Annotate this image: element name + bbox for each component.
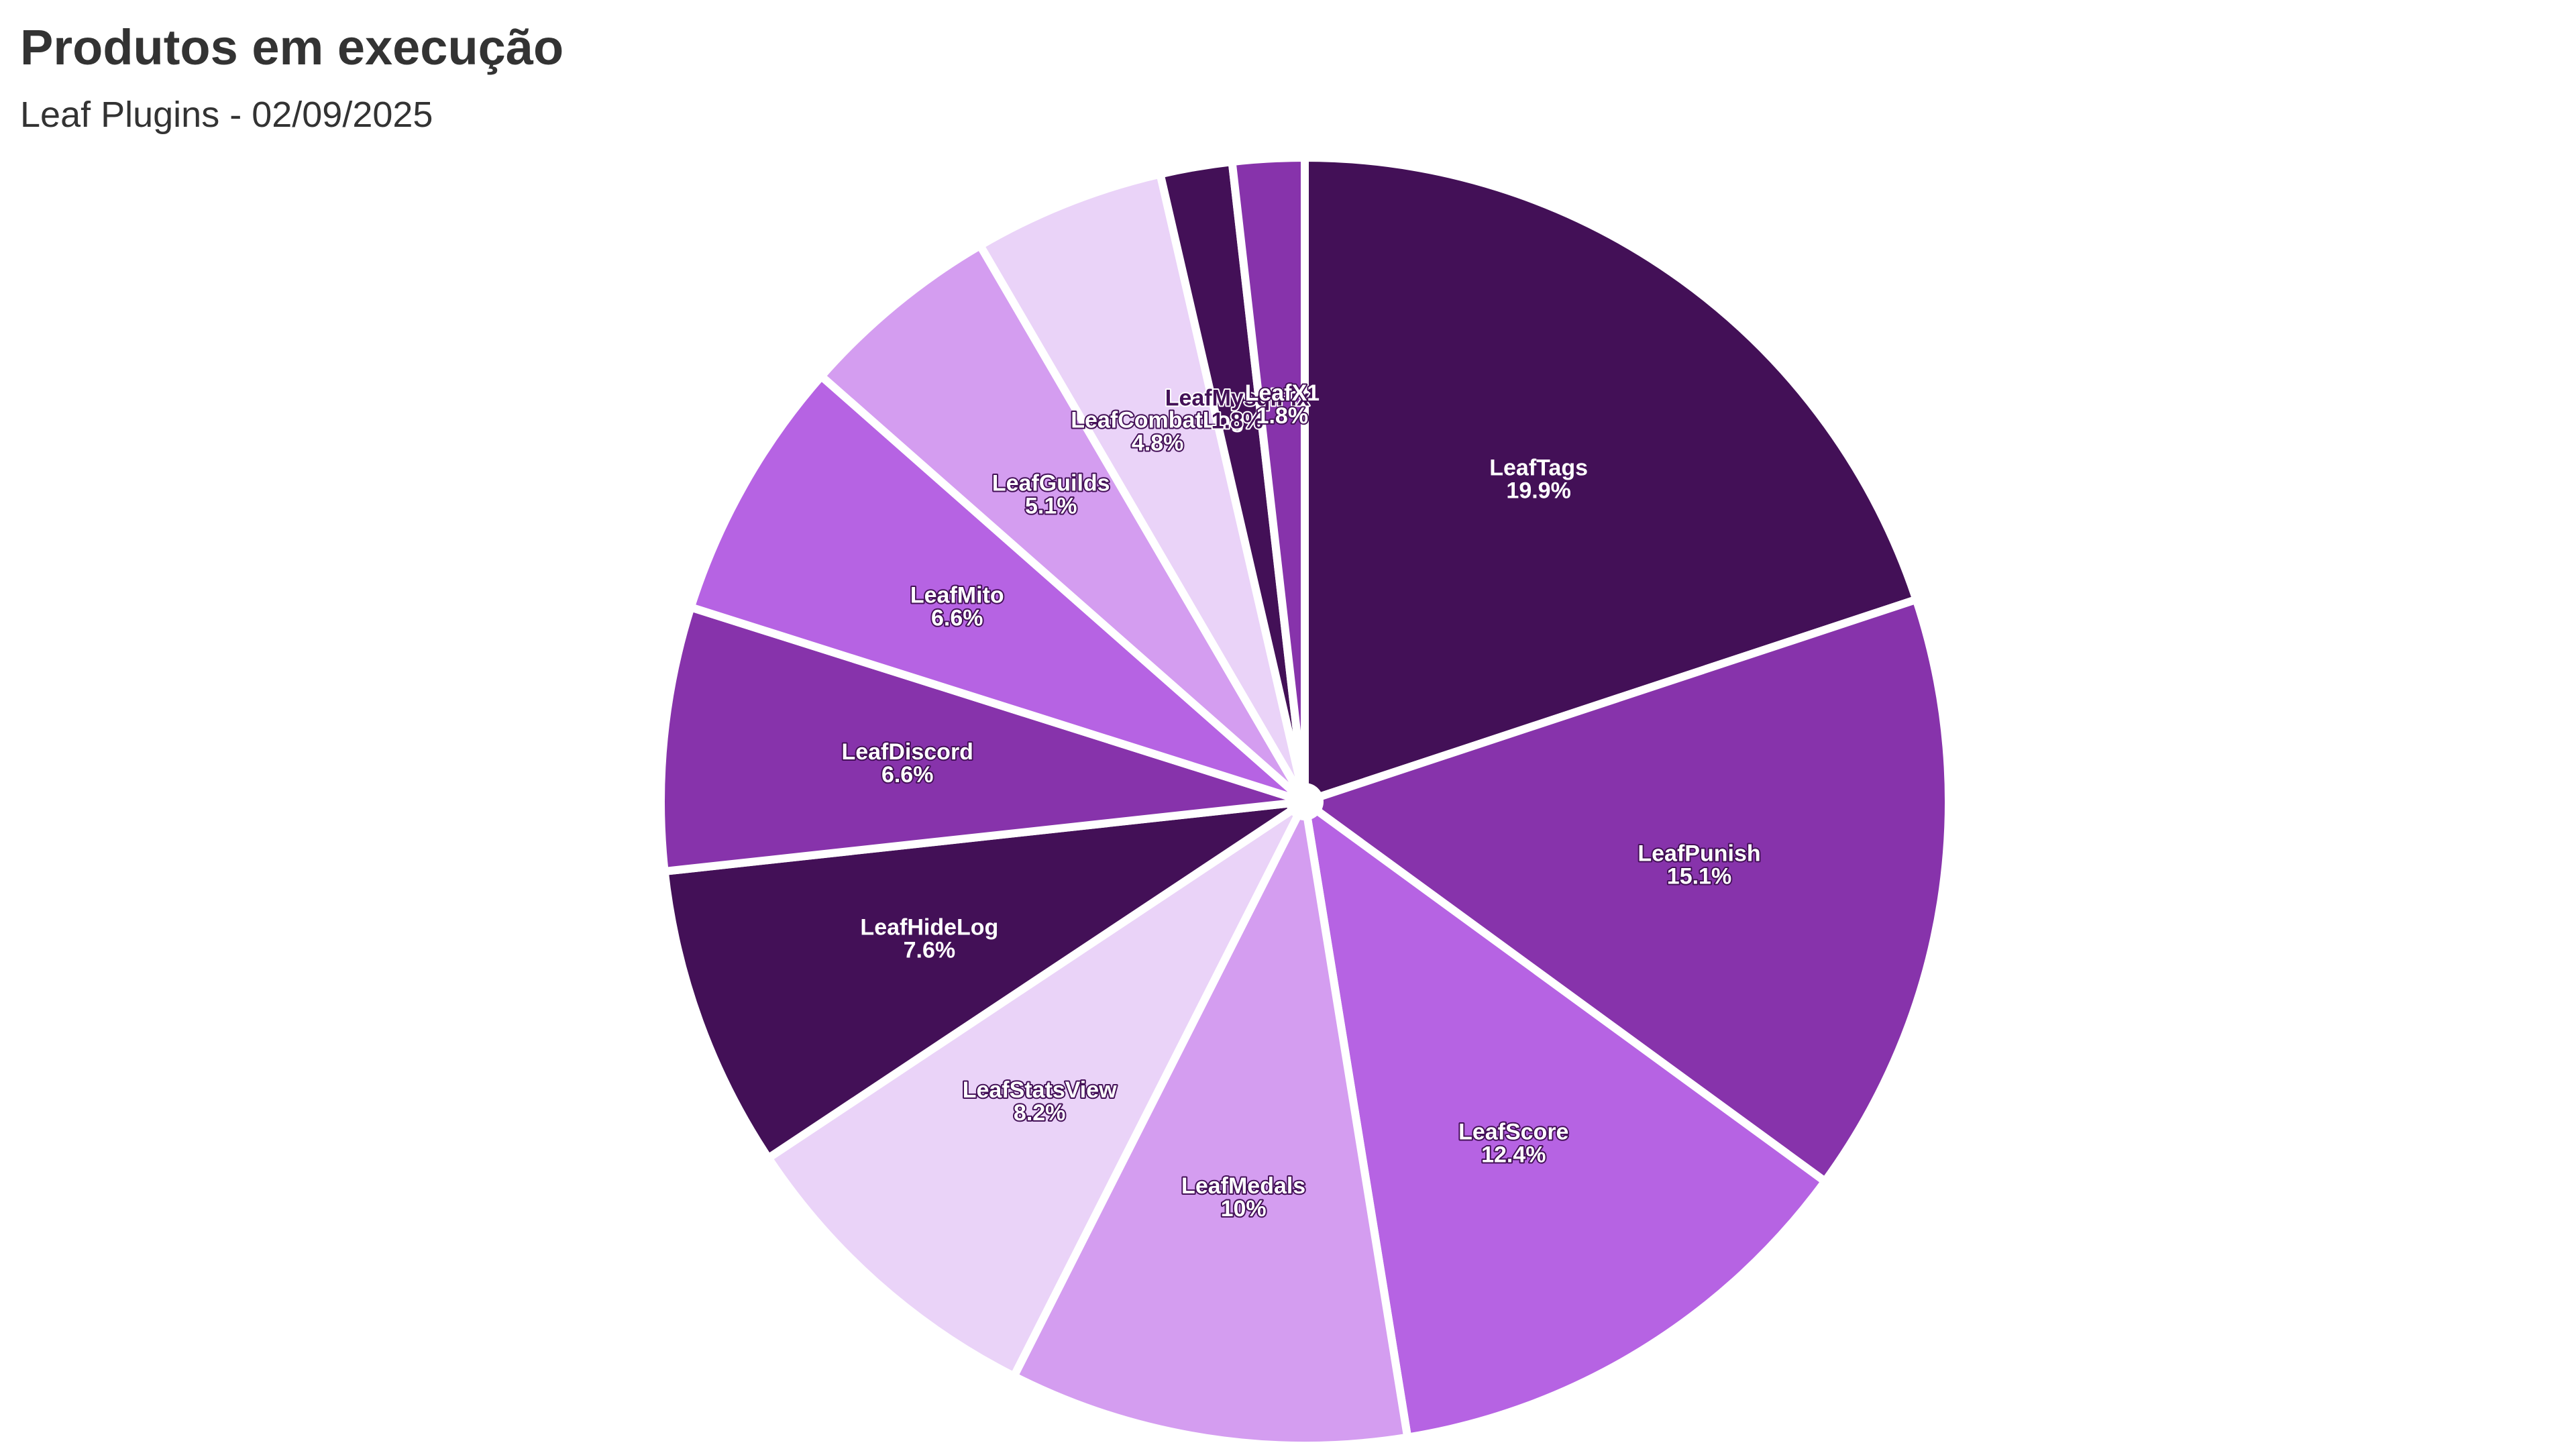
pie-slice-leafmedals xyxy=(1010,798,1412,1449)
slice-label-leafx1: LeafX1 xyxy=(1245,380,1320,406)
slice-label-leafpunish: LeafPunish xyxy=(1638,841,1760,866)
slice-value-leafmysqlfix: 1.8% xyxy=(1212,408,1264,433)
slice-value-leafguilds: 5.1% xyxy=(1025,493,1077,519)
chart-title: Produtos em execução xyxy=(20,19,564,75)
pie-slice-leafx1 xyxy=(1228,154,1309,806)
slice-value-leafstatsview: 8.2% xyxy=(1014,1100,1066,1126)
slice-label-leafmysqlfix: LeafMysqlFix xyxy=(1165,385,1309,411)
pie-slice-leafpunish xyxy=(1301,595,1953,1185)
slice-value-leafpunish: 15.1% xyxy=(1667,863,1731,889)
slice-label-leafmito: LeafMito xyxy=(910,582,1004,608)
slice-value-leafhidelog: 7.6% xyxy=(904,938,956,963)
slice-label-leafguilds: LeafGuilds xyxy=(992,470,1110,496)
slice-label-leafdiscord: LeafDiscord xyxy=(841,739,973,765)
pie-slice-leafmito xyxy=(686,372,1309,806)
chart-subtitle: Leaf Plugins - 02/09/2025 xyxy=(20,95,433,135)
slice-label-leaftags: LeafTags xyxy=(1489,455,1588,481)
slice-value-leafx1: 1.8% xyxy=(1256,403,1309,429)
pie-slice-leafhidelog xyxy=(660,798,1309,1163)
pie-center-hole xyxy=(1286,783,1324,820)
pie-slice-leafstatsview xyxy=(764,798,1309,1381)
slice-label-leafstatsview: LeafStatsView xyxy=(963,1077,1117,1103)
slice-value-leafcombatlog: 4.8% xyxy=(1132,431,1184,456)
pie-slice-leafguilds xyxy=(817,241,1309,806)
slice-value-leafmito: 6.6% xyxy=(931,605,983,631)
slice-value-leaftags: 19.9% xyxy=(1506,478,1570,504)
slice-label-leafhidelog: LeafHideLog xyxy=(860,915,998,941)
slice-label-leafcombatlog: LeafCombatLog xyxy=(1071,408,1244,433)
pie-slice-leafdiscord xyxy=(657,603,1309,875)
slice-label-leafmedals: LeafMedals xyxy=(1181,1173,1305,1199)
pie-slices xyxy=(657,154,1953,1449)
slice-value-leafmedals: 10% xyxy=(1221,1196,1267,1222)
pie-slice-leafscore xyxy=(1301,798,1829,1442)
slice-value-leafscore: 12.4% xyxy=(1481,1142,1546,1167)
pie-slice-leafcombatlog xyxy=(976,170,1309,806)
slice-label-leafscore: LeafScore xyxy=(1458,1119,1568,1144)
slice-value-leafdiscord: 6.6% xyxy=(881,762,934,788)
pie-slice-leaftags xyxy=(1301,154,1921,806)
